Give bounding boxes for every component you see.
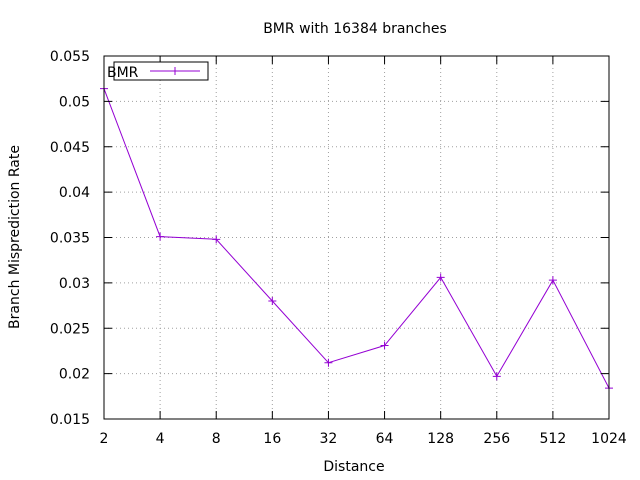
x-tick-label: 256 [483, 431, 510, 447]
y-tick-label: 0.015 [50, 412, 90, 428]
data-point [156, 232, 165, 241]
data-point [380, 341, 389, 350]
data-point [548, 276, 557, 285]
x-tick-label: 128 [427, 431, 454, 447]
series-line-bmr [103, 88, 610, 389]
x-axis-label: Distance [323, 459, 384, 475]
y-axis-label: Branch Misprediction Rate [7, 145, 23, 329]
y-tick-label: 0.025 [50, 321, 90, 337]
y-tick-label: 0.055 [50, 49, 90, 65]
y-tick-label: 0.045 [50, 140, 90, 156]
x-tick-label: 8 [212, 431, 221, 447]
y-tick-label: 0.02 [59, 367, 90, 383]
y-tick-label: 0.03 [59, 276, 90, 292]
legend-label: BMR [107, 65, 139, 81]
data-point [436, 273, 445, 282]
y-tick-label: 0.035 [50, 231, 90, 247]
data-point [492, 372, 501, 381]
legend-marker [171, 67, 179, 75]
x-tick-label: 64 [376, 431, 394, 447]
x-tick-label: 2 [100, 431, 109, 447]
chart-title: BMR with 16384 branches [263, 21, 447, 37]
x-tick-label: 16 [263, 431, 281, 447]
x-tick-label: 512 [540, 431, 567, 447]
y-axis-ticks: 0.015 0.02 0.025 0.03 0.035 0.04 0.045 0.05 0.05… [50, 49, 609, 428]
x-tick-label: 32 [320, 431, 338, 447]
y-tick-label: 0.04 [59, 185, 90, 201]
legend: BMR [107, 61, 209, 81]
x-tick-label: 1024 [591, 431, 627, 447]
data-point [324, 358, 333, 367]
data-point [212, 235, 221, 244]
x-axis-ticks: 2 4 8 16 32 64 128 256 512 1024 [100, 56, 627, 447]
y-tick-label: 0.05 [59, 94, 90, 110]
x-tick-label: 4 [156, 431, 165, 447]
data-point [268, 297, 277, 306]
